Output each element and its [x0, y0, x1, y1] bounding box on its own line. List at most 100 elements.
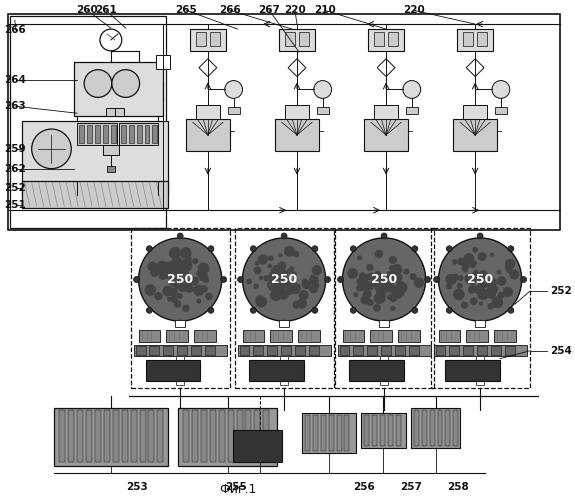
Circle shape: [255, 295, 265, 305]
Bar: [129, 125, 133, 143]
Circle shape: [471, 272, 480, 281]
Polygon shape: [199, 59, 217, 76]
Circle shape: [390, 284, 397, 292]
Circle shape: [381, 294, 386, 299]
Circle shape: [282, 282, 288, 289]
Bar: [148, 410, 155, 462]
Circle shape: [243, 238, 325, 321]
Circle shape: [505, 259, 515, 269]
Bar: [457, 29, 493, 51]
Circle shape: [175, 266, 180, 270]
Circle shape: [270, 290, 282, 301]
Circle shape: [356, 278, 365, 286]
Circle shape: [180, 247, 191, 259]
Circle shape: [297, 298, 307, 309]
Bar: [321, 415, 325, 451]
Bar: [305, 415, 310, 451]
Circle shape: [274, 286, 283, 296]
Circle shape: [302, 280, 311, 289]
Bar: [103, 125, 108, 143]
Bar: [250, 360, 304, 382]
Bar: [370, 330, 392, 342]
Circle shape: [350, 246, 356, 252]
Circle shape: [509, 270, 519, 280]
Circle shape: [391, 264, 402, 275]
Circle shape: [457, 258, 465, 266]
Circle shape: [389, 265, 394, 270]
Circle shape: [488, 303, 494, 310]
Circle shape: [185, 258, 191, 266]
Text: 250: 250: [467, 273, 493, 286]
Circle shape: [382, 282, 392, 292]
Bar: [152, 125, 158, 143]
Bar: [194, 330, 216, 342]
Bar: [398, 330, 420, 342]
Circle shape: [172, 268, 177, 274]
Circle shape: [457, 283, 463, 289]
Circle shape: [497, 292, 504, 299]
Circle shape: [255, 261, 259, 266]
Circle shape: [258, 254, 268, 264]
Circle shape: [361, 275, 368, 282]
Bar: [388, 32, 398, 46]
Circle shape: [479, 302, 483, 306]
Circle shape: [196, 298, 201, 304]
Circle shape: [448, 274, 457, 282]
Circle shape: [481, 289, 486, 294]
Bar: [450, 346, 459, 355]
Bar: [79, 125, 84, 143]
Bar: [343, 330, 365, 342]
Bar: [186, 119, 229, 151]
Circle shape: [458, 275, 463, 281]
Circle shape: [133, 276, 140, 282]
Circle shape: [381, 233, 387, 239]
Bar: [10, 16, 166, 228]
Bar: [350, 360, 404, 382]
Circle shape: [164, 262, 175, 272]
Circle shape: [292, 250, 299, 257]
Text: 258: 258: [447, 482, 469, 492]
Polygon shape: [377, 59, 395, 76]
Circle shape: [286, 286, 294, 294]
Circle shape: [474, 286, 478, 290]
Bar: [201, 410, 207, 462]
Bar: [409, 346, 419, 355]
Circle shape: [273, 265, 281, 273]
Text: 220: 220: [403, 6, 425, 16]
Text: 255: 255: [225, 482, 247, 492]
Circle shape: [478, 252, 486, 261]
Circle shape: [396, 289, 404, 297]
Bar: [475, 320, 485, 327]
Circle shape: [453, 288, 465, 300]
Bar: [431, 228, 530, 388]
Text: 267: 267: [258, 6, 280, 16]
Bar: [339, 346, 350, 355]
Circle shape: [196, 270, 204, 277]
Circle shape: [446, 276, 456, 285]
Circle shape: [497, 270, 501, 274]
Circle shape: [314, 80, 332, 98]
Circle shape: [487, 290, 496, 299]
Circle shape: [489, 286, 497, 294]
Circle shape: [208, 246, 214, 252]
Circle shape: [148, 266, 152, 270]
Circle shape: [283, 282, 289, 288]
Bar: [210, 32, 220, 46]
Circle shape: [350, 308, 356, 314]
Circle shape: [171, 256, 183, 268]
Circle shape: [386, 280, 391, 286]
Circle shape: [357, 256, 362, 260]
Bar: [59, 410, 66, 462]
Bar: [267, 346, 277, 355]
Bar: [466, 330, 488, 342]
Bar: [317, 108, 329, 114]
Circle shape: [381, 290, 385, 294]
Bar: [218, 410, 225, 462]
Circle shape: [461, 260, 465, 264]
Circle shape: [175, 267, 183, 275]
Circle shape: [100, 29, 122, 51]
Bar: [365, 415, 369, 446]
Bar: [22, 121, 168, 196]
Circle shape: [170, 278, 179, 287]
Bar: [166, 330, 188, 342]
